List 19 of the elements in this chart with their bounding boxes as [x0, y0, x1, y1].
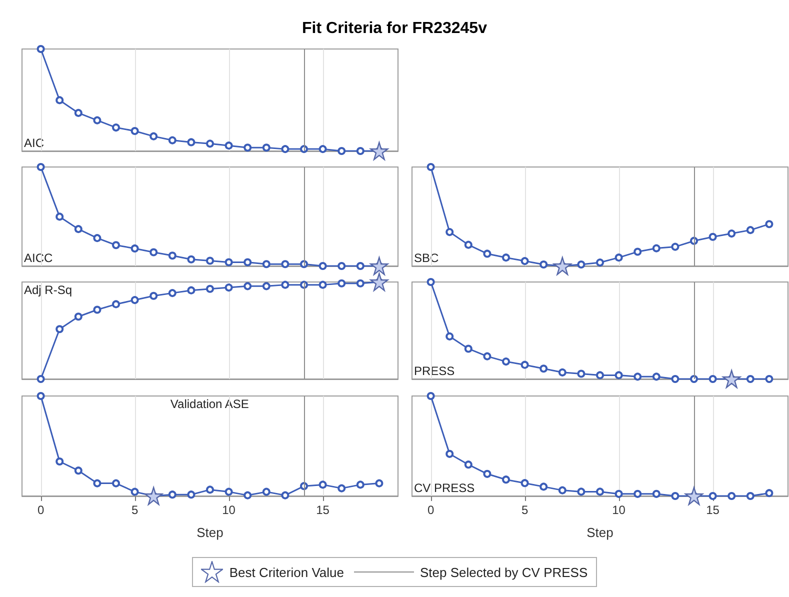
annotation: AICC	[24, 251, 54, 265]
x-axis-title: Step	[586, 525, 614, 540]
legend-label: Best Criterion Value	[229, 564, 344, 580]
x-tick-label: 5	[131, 503, 138, 517]
x-tick-label: 5	[521, 503, 528, 517]
annotation: Adj R-Sq	[24, 283, 72, 297]
x-axis-title: Step	[196, 525, 224, 540]
x-tick-label: 15	[316, 503, 330, 517]
x-tick-label: 15	[706, 503, 720, 517]
chart-title: Fit Criteria for FR23245v	[301, 20, 488, 38]
annotation: CV PRESS	[414, 481, 475, 495]
annotation: AIC	[24, 136, 44, 150]
x-tick-label: 10	[612, 503, 626, 517]
x-tick-label: 0	[427, 503, 434, 517]
annotation: Validation ASE	[170, 397, 249, 411]
legend-label: Step Selected by CV PRESS	[420, 564, 588, 580]
x-tick-label: 10	[222, 503, 236, 517]
x-tick-label: 0	[37, 503, 44, 517]
annotation: PRESS	[414, 364, 455, 378]
